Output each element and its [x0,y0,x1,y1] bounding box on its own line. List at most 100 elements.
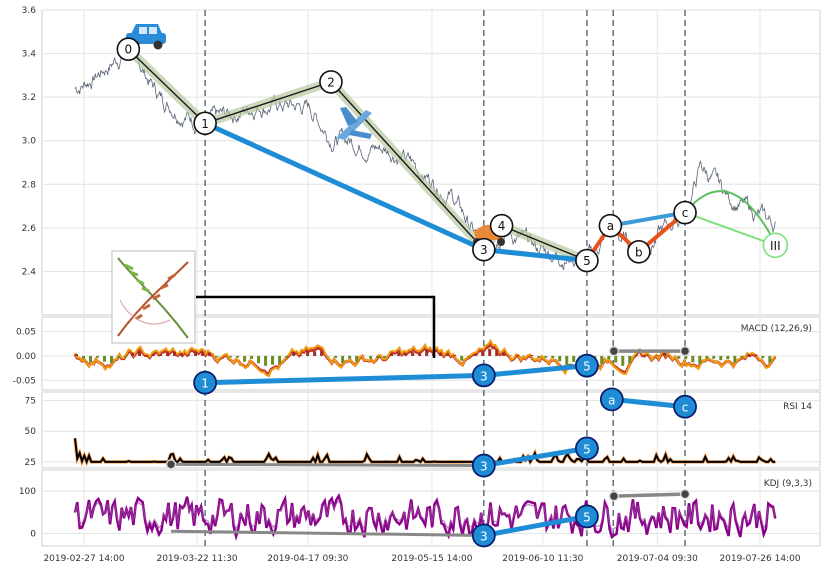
wave-marker-label: b [635,245,643,259]
macd-hist-bar [117,355,121,358]
macd-link-1-3 [205,372,484,386]
rsi-panel [41,391,821,469]
grey-node-marker [679,345,691,357]
macd-hist-bar [397,352,401,356]
impulse-line-1-3 [202,120,487,253]
macd-y-tick: 0.00 [16,352,36,362]
wave-marker-label: 0 [125,43,133,57]
indicator-divergence-lines [170,349,686,538]
macd-hist-bar [96,355,100,358]
x-tick-label: 2019-06-10 11:30 [502,554,583,564]
macd-hist-bar [635,355,639,356]
kdj-panel [41,469,821,547]
macd-hist-bar [75,354,78,356]
kdj-marker-label: 5 [583,510,591,524]
wave-marker-a [598,213,623,238]
rsi-marker-label: c [682,401,689,415]
wave-marker-label: a [607,219,614,233]
wave-segment [127,48,206,124]
macd-hist-bar [691,355,695,363]
axis-ticks: 2.42.62.83.03.23.43.6-0.050.000.05255075… [13,6,801,564]
macd-hist-bar [215,355,219,358]
wave-segment [500,224,588,262]
macd-hist-bar [110,355,114,363]
macd-hist-bar [754,354,758,356]
macd-hist-bar [537,355,541,358]
impulse-line-3-5 [481,247,590,264]
macd-hist-bar [733,355,737,363]
kdj-y-tick: 100 [19,487,36,497]
wave-segment [330,81,485,251]
macd-hist-bar [103,355,107,362]
macd-hist-bar [425,349,429,356]
macd-hist-bar [565,355,569,367]
macd-hist-bar [656,355,660,356]
wave-segment [204,81,332,124]
kdj-marker-3 [471,523,496,548]
macd-hist-bar [194,352,198,356]
macd-hist-bar [278,355,282,364]
macd-hist-bar [264,355,268,366]
projection-arc [684,190,777,244]
rsi-y-tick: 75 [25,397,36,407]
macd-hist-bar [383,355,387,358]
projection-line [684,211,777,247]
x-tick-label: 2019-02-27 14:00 [43,554,124,564]
rsi-marker-label: 3 [480,460,488,474]
rsi-marker-5 [575,436,599,461]
macd-hist-bar [516,355,520,356]
macd-hist-bar [229,355,233,358]
grey-node-marker [608,490,620,502]
macd-hist-bar [222,355,226,357]
inset-plant-illustration [111,250,196,344]
kdj-link-3-5 [483,513,588,538]
macd-hist-bar [250,355,254,359]
rsi-marker-c [673,394,697,419]
kdj-marker-label: 3 [480,529,488,543]
wave-marker-1 [193,111,217,136]
macd-hist-bar [404,352,408,356]
macd-hist-bar [600,355,604,364]
macd-hist-bar [761,355,765,359]
macd-hist-bar [180,353,184,356]
x-tick-label: 2019-07-26 14:00 [719,554,800,564]
price-y-tick: 3.4 [22,50,37,60]
macd-hist-bar [285,355,289,358]
wave-marker-0 [116,37,141,62]
macd-hist-bar [726,355,730,360]
macd-hist-bar [446,353,450,356]
rsi-y-tick: 50 [25,427,37,437]
wave-marker-label: III [770,239,781,253]
grey-node-marker [165,459,177,470]
kdj-grey-link-2 [613,492,686,498]
x-tick-label: 2019-04-17 09:30 [267,554,348,564]
macd-hist-bar [208,352,212,356]
macd-line [74,338,777,378]
macd-y-tick: -0.05 [13,376,36,386]
price-y-tick: 2.8 [22,180,37,190]
macd-hist-bar [418,353,422,356]
macd-link-3-5 [483,363,588,378]
macd-hist-bar [530,355,534,356]
macd-hist-bar [628,355,632,364]
macd-hist-bar [201,351,205,356]
price-y-tick: 3.2 [22,93,36,103]
macd-hist-bar [572,355,576,362]
macd-hist-bar [607,355,611,360]
macd-hist-bar [271,355,275,365]
wave-marker-label: 1 [201,117,209,131]
macd-hist-bar [341,355,345,363]
price-wave-lines [123,44,777,266]
wave-marker-label: c [682,206,689,220]
wave-marker-label: 5 [583,254,591,268]
macd-histogram [75,348,772,367]
kdj-marker-5 [575,504,599,529]
rsi-link-a-c [611,396,686,410]
macd-marker-label: 1 [201,377,209,391]
macd-hist-bar [614,355,618,363]
kdj-grey-link [170,529,484,537]
macd-hist-bar [243,355,247,362]
macd-hist-bar [187,354,191,356]
rsi-marker-a [599,387,624,412]
